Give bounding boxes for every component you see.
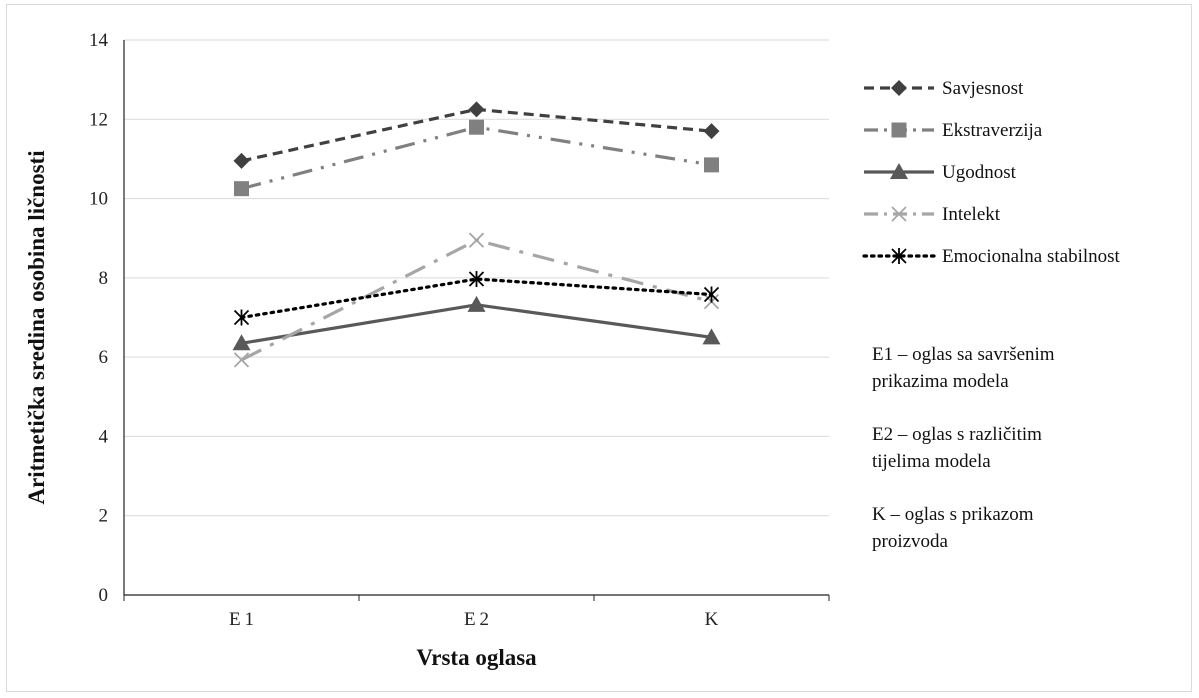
legend-item: Savjesnost [864, 78, 1024, 99]
y-tick-label: 14 [89, 30, 109, 51]
legend-marker [891, 206, 907, 222]
series-ugodnost [232, 295, 721, 351]
y-tick-label: 12 [89, 109, 108, 130]
y-tick-label: 0 [99, 585, 109, 606]
x-axis-ticks: E 1 E 2 K [123, 595, 830, 630]
y-tick-label: 4 [99, 426, 109, 447]
legend-marker [891, 80, 907, 96]
legend-label: Ekstraverzija [942, 120, 1043, 141]
y-axis-ticks: 0 2 4 6 8 10 12 14 [89, 30, 109, 606]
legend-item: Ugodnost [864, 162, 1017, 183]
legend-label: Intelekt [942, 204, 1001, 225]
data-point [467, 295, 486, 312]
category-note: E2 – oglas s različitim tijelima modela [872, 424, 1042, 472]
category-note-line: prikazima modela [872, 371, 1009, 392]
data-point [703, 123, 720, 140]
x-tick-label: E 1 [229, 609, 254, 630]
series-ekstraverzija [234, 119, 719, 197]
data-point [233, 352, 250, 368]
y-axis-title: Aritmetička sredina osobina ličnosti [24, 150, 49, 505]
data-point [233, 309, 250, 326]
series-line [241, 125, 712, 191]
x-tick-label: E 2 [464, 609, 489, 630]
series-group [232, 101, 721, 368]
x-tick-label: K [705, 609, 719, 630]
legend-label: Savjesnost [942, 78, 1024, 99]
category-note-line: proizvoda [872, 531, 949, 552]
legend-label: Ugodnost [942, 162, 1017, 183]
legend-marker [891, 122, 907, 138]
legend-item: Ekstraverzija [864, 120, 1043, 141]
y-tick-label: 8 [99, 268, 109, 289]
legend-item: Emocionalna stabilnost [862, 246, 1121, 267]
data-point [704, 157, 719, 173]
category-note-line: E2 – oglas s različitim [872, 424, 1042, 445]
chart-frame [6, 4, 1192, 692]
legend: Savjesnost Ekstraverzija Ugodnost Intelekt E… [862, 78, 1121, 267]
y-tick-label: 2 [99, 506, 109, 527]
category-note-line: E1 – oglas sa savršenim [872, 344, 1055, 365]
data-point [468, 271, 485, 288]
category-note-line: K – oglas s prikazom [872, 504, 1034, 525]
legend-marker [891, 248, 907, 264]
category-note-line: tijelima modela [872, 451, 991, 472]
data-point [468, 232, 485, 248]
y-tick-label: 6 [99, 347, 109, 368]
data-point [232, 334, 251, 351]
category-note: K – oglas s prikazom proizvoda [872, 504, 1034, 552]
data-point [702, 328, 721, 345]
category-note: E1 – oglas sa savršenim prikazima modela [872, 344, 1055, 392]
legend-item: Intelekt [864, 204, 1001, 225]
legend-marker [890, 163, 908, 179]
data-point [703, 286, 720, 303]
data-point [233, 152, 250, 169]
gridlines [124, 39, 829, 517]
y-tick-label: 10 [89, 189, 108, 210]
x-axis-title: Vrsta oglasa [416, 645, 537, 670]
data-point [234, 181, 249, 197]
data-point [469, 119, 484, 135]
legend-label: Emocionalna stabilnost [942, 246, 1121, 267]
data-point [468, 101, 485, 118]
series-savjesnost [233, 101, 720, 169]
series-emocionalna-stabilnost [233, 271, 720, 326]
